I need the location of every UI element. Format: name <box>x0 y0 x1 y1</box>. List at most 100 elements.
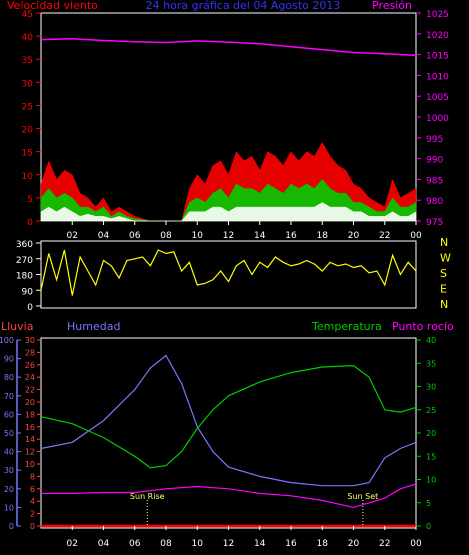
humidity-y-tick-label: 30 <box>4 466 14 475</box>
sunset-label: Sun Set <box>347 492 378 501</box>
rain-y-tick-label: 28 <box>25 348 35 357</box>
rain-y-tick-label: 18 <box>25 410 35 419</box>
climate-x-tick-label: 22 <box>379 539 390 549</box>
temperature-y-tick-label: 30 <box>426 383 436 392</box>
wind-x-tick-label: 10 <box>192 231 204 241</box>
rain-y-tick-label: 24 <box>25 373 35 382</box>
temperature-y-tick-label: 0 <box>426 522 431 531</box>
temperature-line <box>40 364 417 469</box>
rain-y-tick-label: 8 <box>30 472 35 481</box>
humidity-y-tick-label: 20 <box>4 485 14 494</box>
wind-x-tick-label: 08 <box>160 231 172 241</box>
direction-y-tick-label: 270 <box>16 256 33 266</box>
wind-x-tick-label: 16 <box>285 231 297 241</box>
direction-y-tick-label: 180 <box>16 272 33 282</box>
pressure-y-tick-label: 980 <box>426 197 443 207</box>
direction-y-tick-label: 90 <box>22 287 34 297</box>
humidity-y-tick-label: 90 <box>4 355 14 364</box>
climate-x-tick-label: 12 <box>223 539 234 549</box>
pressure-y-tick-label: 1015 <box>426 52 449 62</box>
temperature-y-tick-label: 25 <box>426 406 436 415</box>
wind-y-tick-label: 30 <box>22 79 34 89</box>
rain-y-tick-label: 14 <box>25 435 35 444</box>
wind-x-tick-label: 14 <box>254 231 266 241</box>
wind-x-tick-label: 12 <box>223 231 234 241</box>
climate-x-tick-label: 18 <box>317 539 329 549</box>
wind-x-tick-label: 04 <box>98 231 110 241</box>
rain-y-tick-label: 30 <box>25 336 35 345</box>
wind-x-tick-label: 20 <box>348 231 360 241</box>
humidity-line <box>40 354 417 487</box>
climate-x-tick-label: 00 <box>410 539 422 549</box>
humidity-y-tick-label: 10 <box>4 503 14 512</box>
rain-y-tick-label: 2 <box>30 510 35 519</box>
compass-label: W <box>440 252 451 265</box>
temperature-y-tick-label: 35 <box>426 359 436 368</box>
humidity-y-tick-label: 0 <box>9 522 14 531</box>
climate-x-tick-label: 20 <box>348 539 360 549</box>
dew-point-label: Punto rocío <box>392 320 454 333</box>
humidity-label: Humedad <box>67 320 120 333</box>
rain-y-tick-label: 22 <box>25 386 35 395</box>
wind-y-tick-label: 40 <box>22 33 34 43</box>
pressure-y-tick-label: 1025 <box>426 10 449 20</box>
direction-y-tick-label: 360 <box>16 240 33 250</box>
chart-title: 24 hora gráfica del 04 Agosto 2013 <box>146 0 341 12</box>
humidity-y-tick-label: 60 <box>4 410 14 419</box>
direction-y-tick-label: 0 <box>27 303 33 313</box>
wind-y-tick-label: 15 <box>22 149 33 159</box>
rain-y-tick-label: 0 <box>30 522 35 531</box>
climate-x-tick-label: 14 <box>254 539 266 549</box>
climate-x-tick-label: 04 <box>98 539 110 549</box>
climate-x-tick-label: 08 <box>160 539 172 549</box>
wind-x-tick-label: 22 <box>379 231 390 241</box>
climate-x-tick-label: 06 <box>129 539 141 549</box>
rain-label: Lluvia <box>1 320 33 333</box>
compass-label: S <box>440 267 447 280</box>
humidity-y-tick-label: 50 <box>4 429 14 438</box>
temperature-y-tick-label: 40 <box>426 336 436 345</box>
climate-x-tick-label: 10 <box>192 539 204 549</box>
wind-speed-label: Velocidad viento <box>7 0 98 12</box>
pressure-y-tick-label: 1000 <box>426 114 449 124</box>
wind-x-tick-label: 02 <box>67 231 78 241</box>
rain-y-tick-label: 4 <box>30 497 35 506</box>
climate-x-tick-label: 02 <box>67 539 78 549</box>
rain-y-tick-label: 16 <box>25 423 35 432</box>
wind-y-tick-label: 10 <box>22 172 34 182</box>
pressure-y-tick-label: 975 <box>426 218 443 228</box>
wind-direction-line <box>40 249 417 296</box>
temperature-y-tick-label: 10 <box>426 476 436 485</box>
wind-y-tick-label: 45 <box>22 10 33 20</box>
humidity-y-tick-label: 40 <box>4 448 14 457</box>
pressure-y-tick-label: 995 <box>426 135 443 145</box>
pressure-y-tick-label: 1010 <box>426 72 449 82</box>
pressure-y-tick-label: 990 <box>426 156 443 166</box>
rain-y-tick-label: 12 <box>25 448 35 457</box>
wind-y-tick-label: 5 <box>27 195 33 205</box>
humidity-y-tick-label: 70 <box>4 392 14 401</box>
climate-x-tick-label: 16 <box>285 539 297 549</box>
sunrise-label: Sun Rise <box>130 492 165 501</box>
wind-y-tick-label: 25 <box>22 102 33 112</box>
wind-y-tick-label: 0 <box>27 218 33 228</box>
wind-y-tick-label: 35 <box>22 56 33 66</box>
dew-point-line <box>41 483 417 509</box>
pressure-y-tick-label: 985 <box>426 176 443 186</box>
temperature-y-tick-label: 5 <box>426 499 431 508</box>
wind-x-tick-label: 06 <box>129 231 141 241</box>
rain-y-tick-label: 26 <box>25 361 35 370</box>
humidity-y-tick-label: 100 <box>0 336 14 345</box>
wind-x-tick-label: 00 <box>410 231 422 241</box>
wind-avg-area <box>40 202 417 222</box>
compass-label: E <box>440 283 447 296</box>
rain-y-tick-label: 6 <box>30 485 35 494</box>
direction-plot-frame <box>40 240 417 309</box>
compass-label: N <box>440 236 448 249</box>
wind-x-tick-label: 18 <box>317 231 329 241</box>
rain-y-tick-label: 20 <box>25 398 35 407</box>
temperature-y-tick-label: 15 <box>426 452 436 461</box>
rain-y-tick-label: 10 <box>25 460 35 469</box>
pressure-y-tick-label: 1020 <box>426 31 449 41</box>
